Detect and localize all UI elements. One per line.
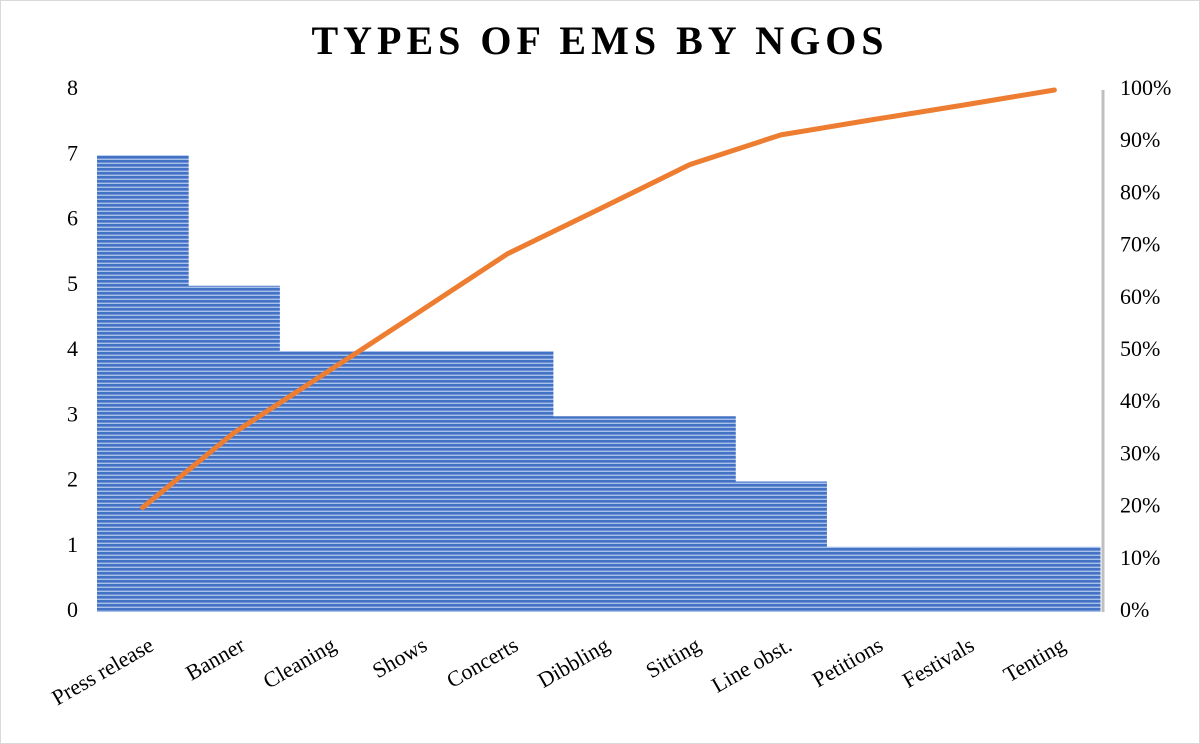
y-tick-label: 4 xyxy=(67,336,78,361)
y2-tick-label: 0% xyxy=(1120,597,1149,622)
bar xyxy=(370,351,463,612)
bar xyxy=(552,416,645,612)
bar xyxy=(735,481,827,612)
bar xyxy=(279,351,372,612)
y-tick-label: 3 xyxy=(67,401,78,426)
cumulative-line xyxy=(140,87,1057,511)
y2-tick-label: 60% xyxy=(1120,284,1160,309)
y-tick-label: 5 xyxy=(67,271,78,296)
bar xyxy=(917,546,1010,612)
y2-tick-label: 70% xyxy=(1120,232,1160,257)
bar xyxy=(826,546,919,612)
bar xyxy=(97,155,189,612)
y2-tick-label: 40% xyxy=(1120,388,1160,413)
y-tick-label: 7 xyxy=(67,140,78,165)
chart-title: TYPES OF EMS BY NGOS xyxy=(311,18,888,63)
y2-tick-label: 80% xyxy=(1120,179,1160,204)
bar xyxy=(461,351,554,612)
y2-tick-label: 20% xyxy=(1120,493,1160,518)
y2-tick-label: 50% xyxy=(1120,336,1160,361)
bar xyxy=(1008,546,1101,612)
y-tick-label: 0 xyxy=(67,597,78,622)
bar xyxy=(188,285,280,612)
y2-tick-label: 100% xyxy=(1120,75,1171,100)
y2-tick-label: 10% xyxy=(1120,545,1160,570)
y-tick-label: 8 xyxy=(67,75,78,100)
y-tick-label: 2 xyxy=(67,467,78,492)
y-tick-label: 6 xyxy=(67,206,78,231)
y2-tick-label: 30% xyxy=(1120,440,1160,465)
y-tick-label: 1 xyxy=(67,532,78,557)
y2-tick-label: 90% xyxy=(1120,127,1160,152)
bar xyxy=(644,416,736,612)
